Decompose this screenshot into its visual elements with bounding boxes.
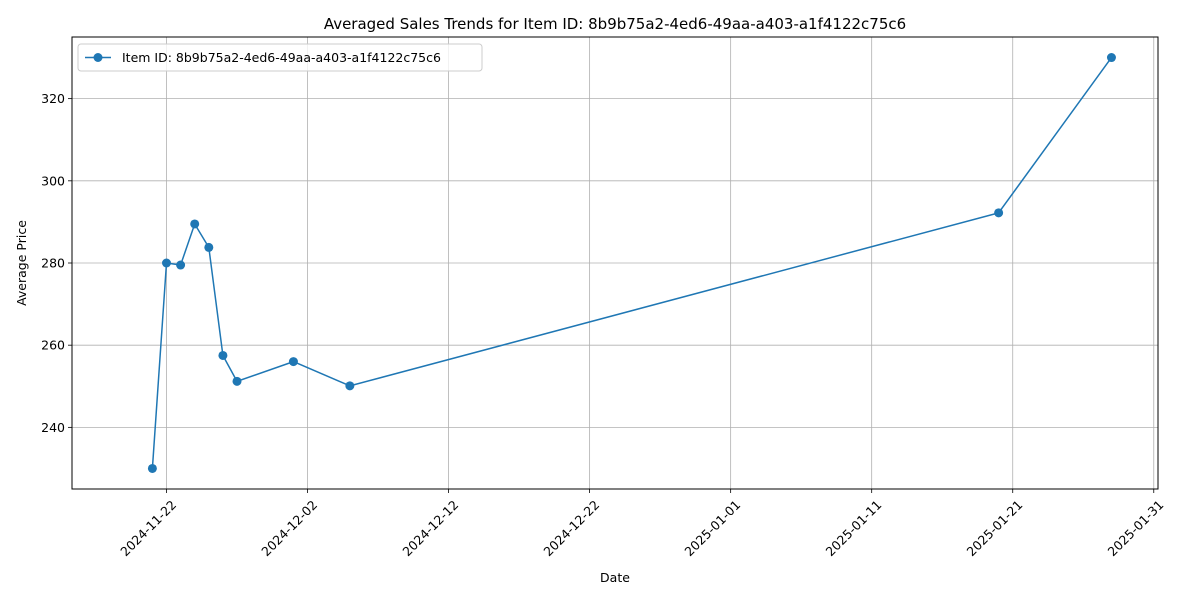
x-tick-label: 2024-11-22 (117, 497, 179, 559)
x-tick-label: 2024-12-12 (399, 497, 461, 559)
x-tick-label: 2025-01-11 (822, 497, 884, 559)
x-tick-label: 2025-01-31 (1105, 497, 1167, 559)
y-tick-label: 320 (41, 91, 65, 106)
y-tick-label: 240 (41, 420, 65, 435)
x-tick-label: 2024-12-02 (258, 497, 320, 559)
legend: Item ID: 8b9b75a2-4ed6-49aa-a403-a1f4122… (77, 43, 483, 72)
data-point (218, 350, 228, 360)
series-layer (147, 53, 1116, 473)
data-point (204, 242, 214, 252)
x-tick-label: 2025-01-01 (681, 497, 743, 559)
legend-marker (93, 53, 103, 62)
y-tick-label: 260 (41, 338, 65, 353)
data-point (176, 260, 186, 270)
y-axis-label: Average Price (14, 220, 29, 306)
x-tick-label: 2025-01-21 (963, 497, 1025, 559)
x-axis-label: Date (600, 570, 630, 585)
data-point (190, 219, 200, 229)
legend-box (77, 43, 483, 72)
data-point (288, 357, 298, 367)
y-tick-label: 280 (41, 256, 65, 271)
data-point (161, 258, 171, 268)
chart-title: Averaged Sales Trends for Item ID: 8b9b7… (324, 15, 906, 33)
data-point (147, 463, 157, 473)
legend-label: Item ID: 8b9b75a2-4ed6-49aa-a403-a1f4122… (122, 50, 441, 65)
data-point (1106, 53, 1116, 63)
data-point (232, 376, 242, 386)
x-tick-label: 2024-12-22 (540, 497, 602, 559)
data-point (994, 208, 1004, 218)
y-tick-label: 300 (41, 173, 65, 188)
data-point (345, 381, 355, 391)
grid-lines (72, 37, 1158, 489)
